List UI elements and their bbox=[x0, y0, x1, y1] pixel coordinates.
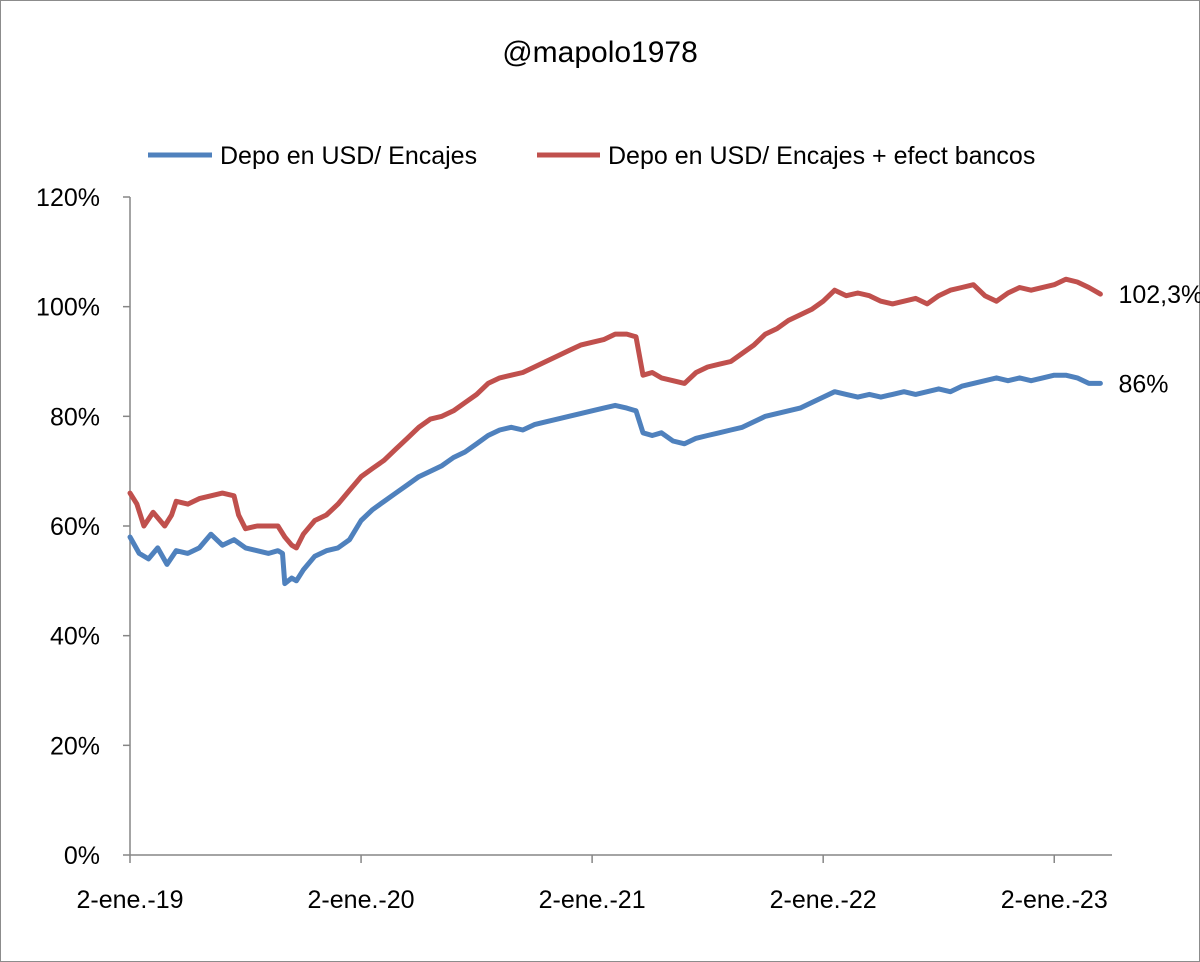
legend-label-series-2: Depo en USD/ Encajes + efect bancos bbox=[608, 142, 1035, 170]
x-tick-label: 2-ene.-20 bbox=[308, 886, 415, 914]
y-tick-label: 120% bbox=[36, 184, 100, 212]
axes: 0% 20% 40% 60% 80% 100% 120% 2-ene.-19 2-ene.-20… bbox=[36, 184, 1112, 914]
y-tick-label: 60% bbox=[50, 513, 100, 541]
x-tick-label: 2-ene.-22 bbox=[770, 886, 877, 914]
y-tick-label: 0% bbox=[64, 842, 100, 870]
x-tick-label: 2-ene.-21 bbox=[539, 886, 646, 914]
end-label-series-2: 102,3% bbox=[1118, 281, 1200, 309]
series-line-1 bbox=[127, 372, 1103, 587]
end-label-series-1: 86% bbox=[1118, 370, 1168, 398]
x-tick-label: 2-ene.-23 bbox=[1001, 886, 1108, 914]
series-group bbox=[127, 276, 1103, 587]
y-tick-label: 20% bbox=[50, 732, 100, 760]
legend: Depo en USD/ Encajes Depo en USD/ Encaje… bbox=[148, 142, 1035, 170]
y-tick-label: 80% bbox=[50, 403, 100, 431]
series-line-2 bbox=[127, 276, 1103, 551]
chart-title: @mapolo1978 bbox=[502, 36, 698, 69]
end-labels: 86% 102,3% bbox=[1118, 281, 1200, 398]
y-tick-label: 100% bbox=[36, 294, 100, 322]
y-tick-label: 40% bbox=[50, 623, 100, 651]
x-tick-label: 2-ene.-19 bbox=[76, 886, 183, 914]
legend-label-series-1: Depo en USD/ Encajes bbox=[220, 142, 477, 170]
